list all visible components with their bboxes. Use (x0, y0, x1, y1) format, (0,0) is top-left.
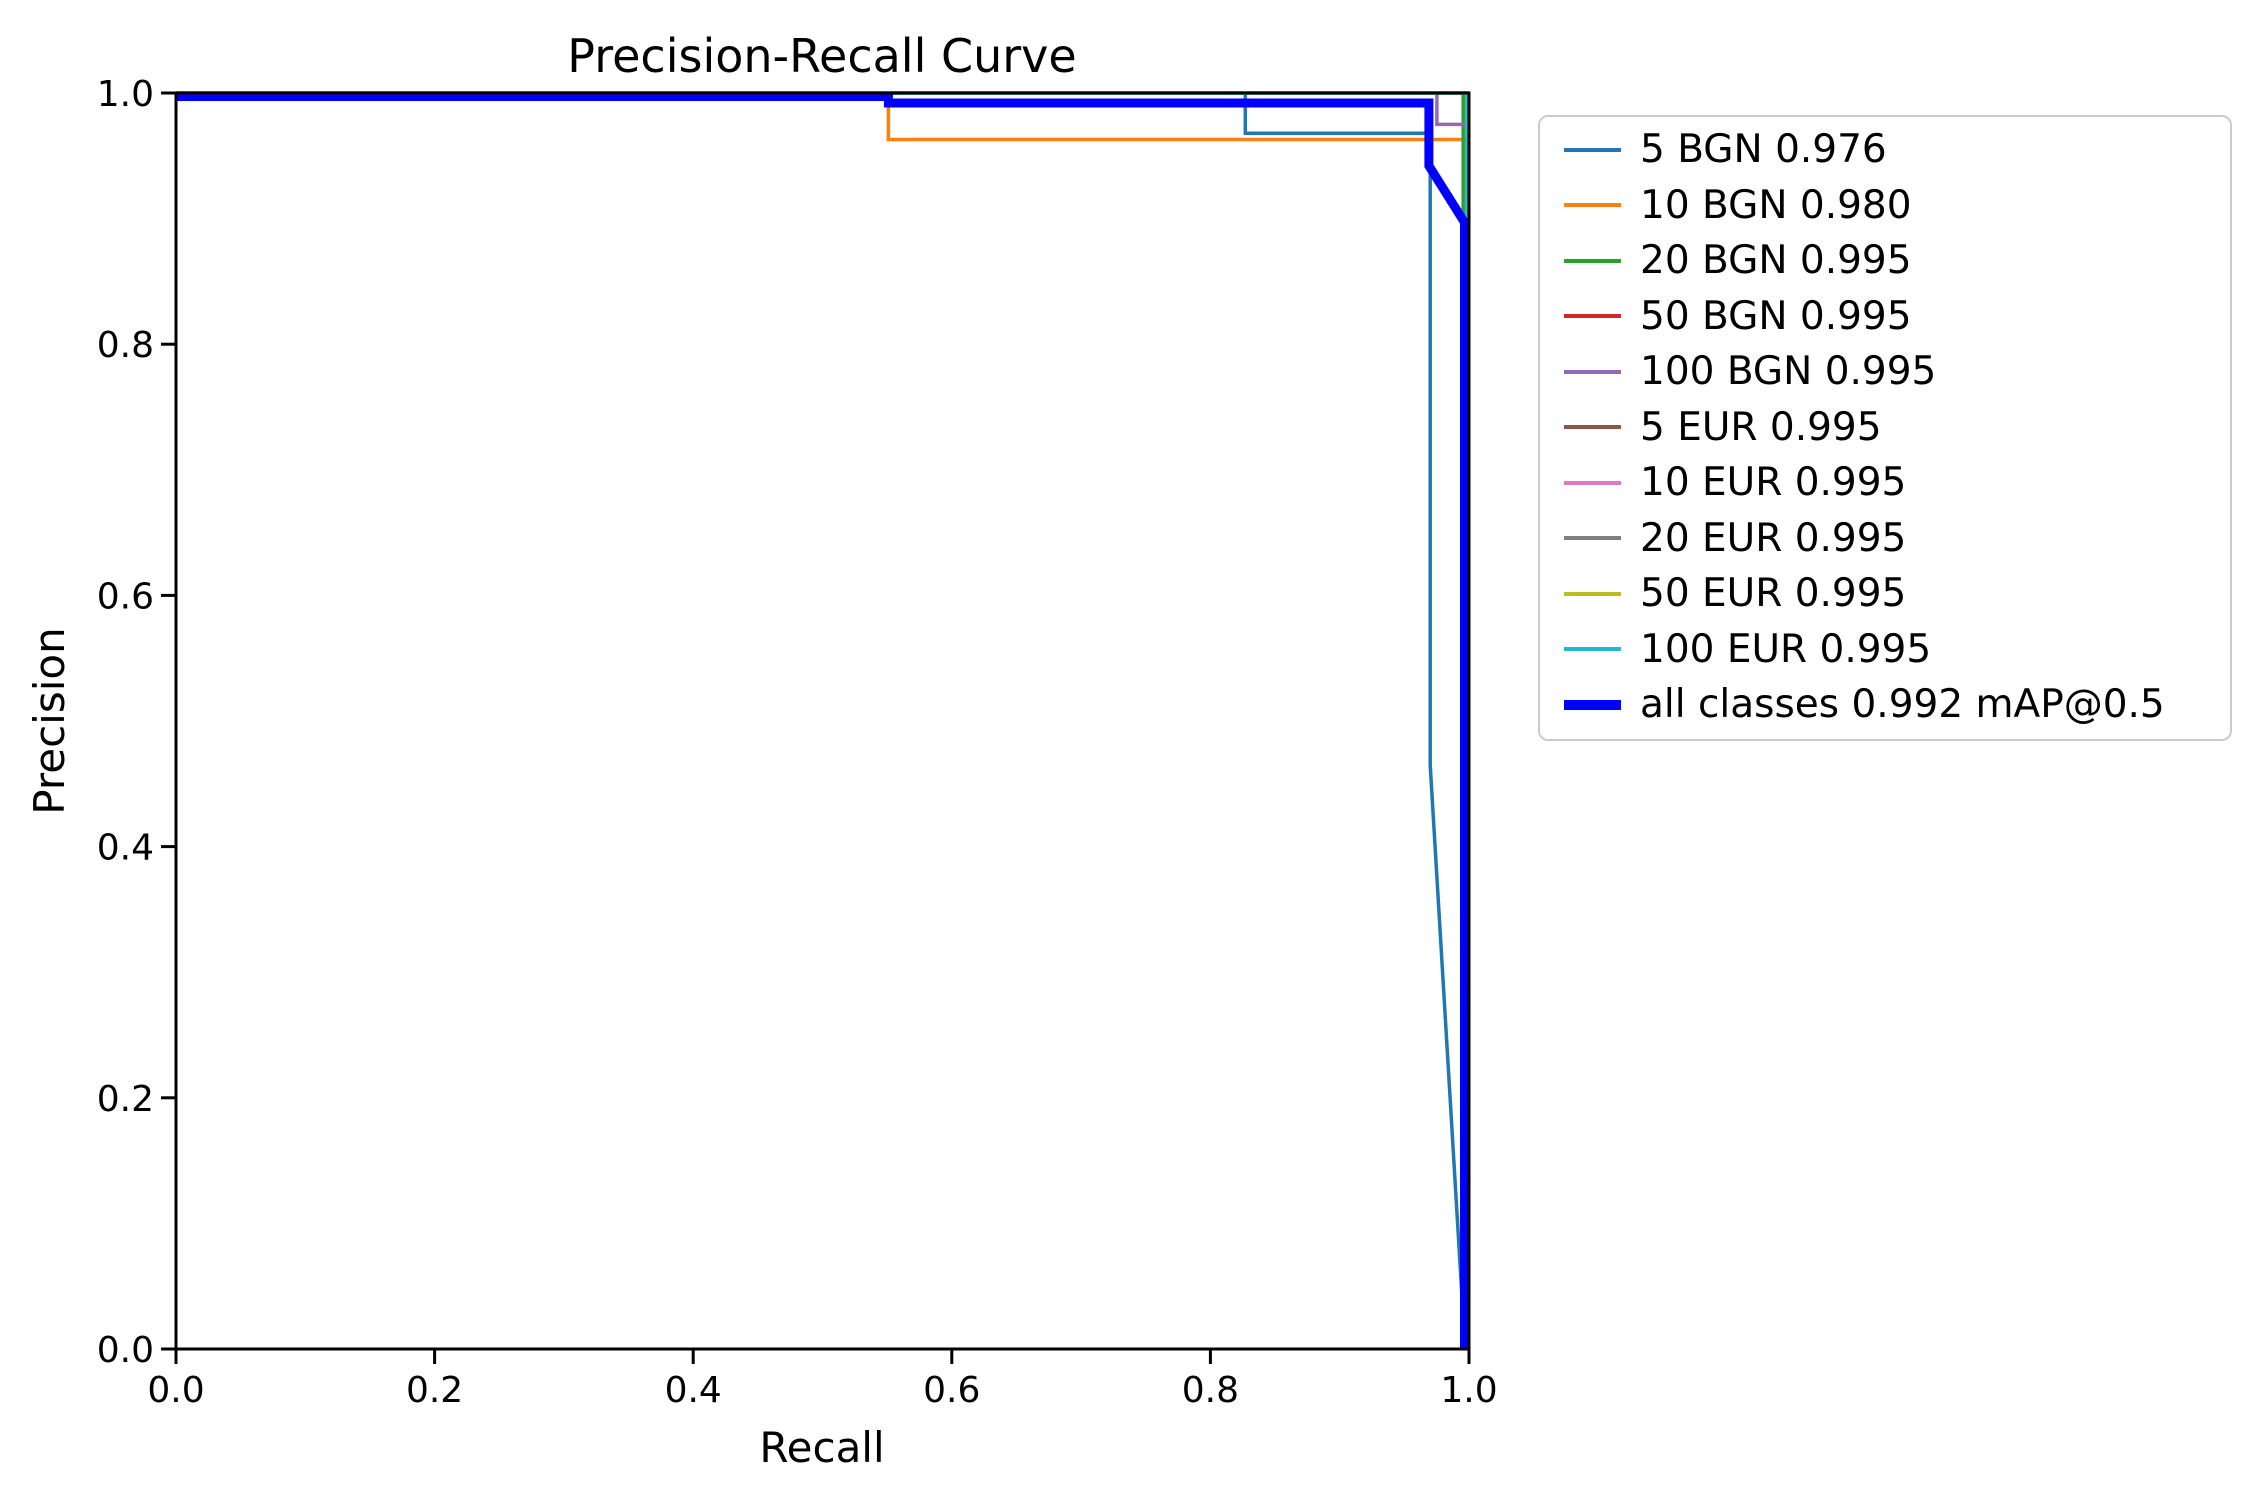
pr-curves (176, 91, 1469, 1350)
legend: 5 BGN 0.976 10 BGN 0.980 20 BGN 0.995 50 BG… (1538, 115, 2232, 741)
legend-line-sample (1564, 203, 1621, 208)
legend-item: 10 EUR 0.995 (1564, 455, 2220, 511)
y-tick-label: 0.6 (97, 576, 154, 617)
legend-item: 50 BGN 0.995 (1564, 289, 2220, 345)
x-tick-label: 0.2 (406, 1370, 463, 1411)
x-tick-label: 0.4 (665, 1370, 722, 1411)
legend-line-sample (1564, 425, 1621, 430)
chart-title: Precision-Recall Curve (567, 29, 1076, 83)
legend-label: 20 BGN 0.995 (1640, 238, 1912, 284)
legend-label: 5 BGN 0.976 (1640, 127, 1887, 173)
legend-line-sample (1564, 591, 1621, 596)
curve-5-eur (176, 91, 1469, 1349)
curve-20-bgn (176, 91, 1465, 1349)
legend-line-sample (1564, 647, 1621, 652)
curve-10-bgn (176, 91, 1469, 1349)
curve-all-classes (176, 92, 1469, 1349)
legend-label: 20 EUR 0.995 (1640, 515, 1907, 561)
legend-line-sample (1564, 536, 1621, 541)
legend-item: 100 BGN 0.995 (1564, 344, 2220, 400)
curve-50-eur (176, 91, 1469, 1349)
y-tick-label: 0.4 (97, 828, 154, 869)
x-tick-label: 0.0 (147, 1370, 204, 1411)
legend-item: 100 EUR 0.995 (1564, 622, 2220, 678)
legend-label: 100 BGN 0.995 (1640, 349, 1937, 395)
plot-border (174, 91, 1471, 1351)
curve-10-eur (176, 91, 1469, 1349)
legend-line-sample (1564, 480, 1621, 485)
legend-label: 10 EUR 0.995 (1640, 460, 1907, 506)
legend-item: 20 BGN 0.995 (1564, 233, 2220, 289)
legend-item: 5 EUR 0.995 (1564, 400, 2220, 456)
legend-item: all classes 0.992 mAP@0.5 (1564, 677, 2220, 733)
legend-label: 5 EUR 0.995 (1640, 404, 1882, 450)
legend-label: 50 EUR 0.995 (1640, 571, 1907, 617)
legend-line-sample (1564, 699, 1621, 710)
legend-line-sample (1564, 258, 1621, 263)
x-tick-label: 0.8 (1182, 1370, 1239, 1411)
curve-20-eur (176, 91, 1469, 1349)
legend-label: 50 BGN 0.995 (1640, 293, 1912, 339)
curve-50-bgn (176, 91, 1469, 1349)
legend-item: 5 BGN 0.976 (1564, 122, 2220, 178)
legend-line-sample (1564, 314, 1621, 319)
x-axis-label: Recall (759, 1423, 884, 1472)
y-tick-label: 1.0 (97, 74, 154, 115)
legend-label: all classes 0.992 mAP@0.5 (1640, 682, 2165, 728)
legend-line-sample (1564, 147, 1621, 152)
y-tick-label: 0.0 (97, 1330, 154, 1371)
legend-line-sample (1564, 369, 1621, 374)
y-tick-label: 0.8 (97, 325, 154, 366)
y-tick-label: 0.2 (97, 1079, 154, 1120)
curve-100-eur (176, 91, 1469, 1349)
y-axis-label: Precision (25, 627, 74, 814)
x-tick-label: 0.6 (923, 1370, 980, 1411)
legend-item: 10 BGN 0.980 (1564, 178, 2220, 234)
curve-100-bgn (176, 91, 1469, 1349)
legend-item: 50 EUR 0.995 (1564, 566, 2220, 622)
legend-item: 20 EUR 0.995 (1564, 511, 2220, 567)
x-tick-label: 1.0 (1440, 1370, 1497, 1411)
axis-ticks: 0.0 0.2 0.4 0.6 0.8 1.0 0.0 0.2 0.4 0.6 0.8 1.0 (97, 74, 1498, 1411)
legend-label: 100 EUR 0.995 (1640, 626, 1932, 672)
legend-label: 10 BGN 0.980 (1640, 182, 1912, 228)
curve-5-bgn (176, 91, 1467, 1350)
